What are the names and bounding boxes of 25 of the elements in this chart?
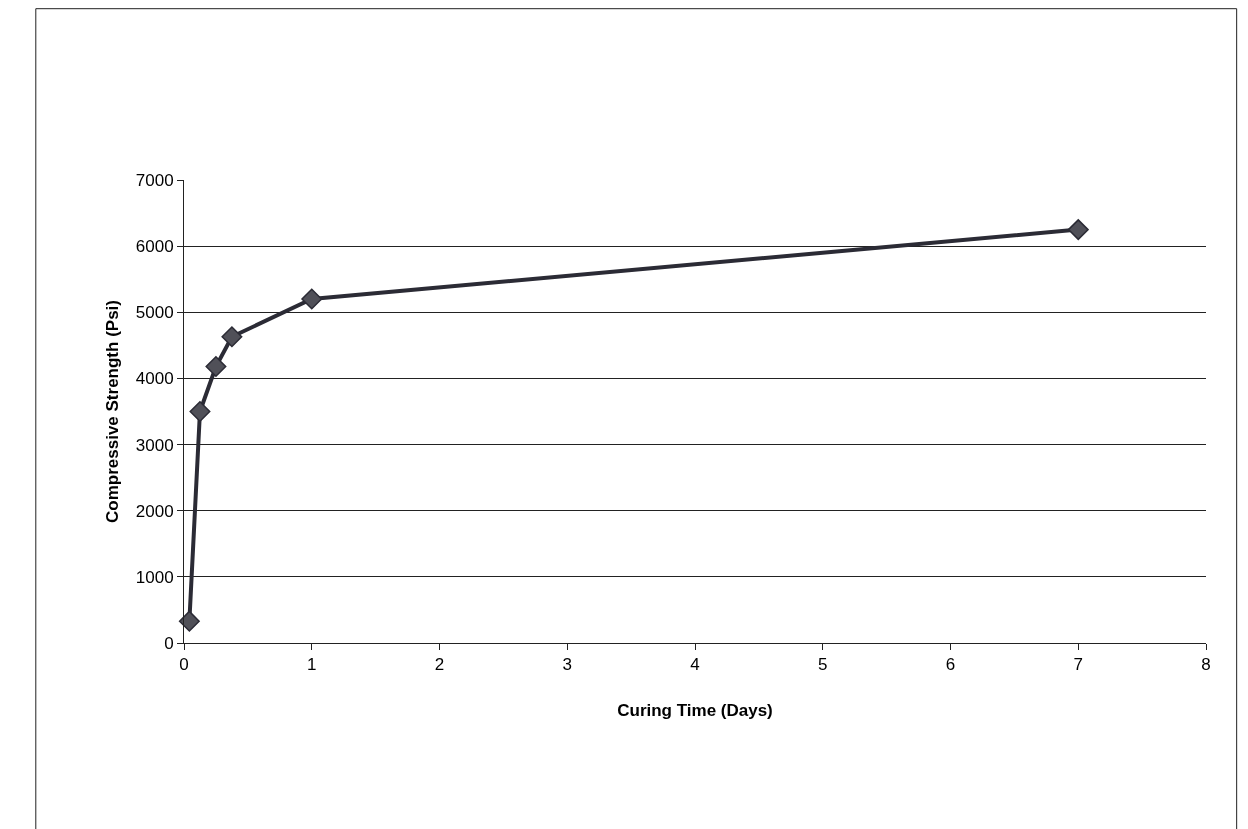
x-tick-label: 0	[179, 655, 189, 675]
x-tick-label: 2	[434, 655, 445, 675]
x-tick-label: 4	[690, 655, 700, 675]
y-tick-label: 4000	[135, 369, 174, 389]
x-tick-label: 3	[562, 655, 572, 675]
y-axis-title: Compressive Strength (Psi)	[103, 300, 123, 523]
x-tick-label: 5	[818, 655, 828, 675]
point	[189, 401, 211, 422]
x-tick-label: 7	[1073, 655, 1083, 675]
y-tick-label: 6000	[135, 237, 174, 257]
y-tick-label: 3000	[135, 435, 174, 455]
point	[178, 610, 200, 632]
x-axis-title: Curing Time (Days)	[617, 700, 773, 720]
y-tick-label: 1000	[135, 567, 174, 587]
point	[221, 326, 243, 348]
y-tick-label: 7000	[135, 170, 174, 190]
y-tick-label: 0	[164, 633, 174, 653]
point	[205, 356, 227, 378]
x-tick-label: 1	[307, 655, 317, 675]
x-tick-label: 6	[945, 655, 956, 675]
y-tick-label: 2000	[135, 501, 174, 521]
y-tick-label: 5000	[135, 303, 174, 323]
point	[301, 288, 323, 310]
point	[1067, 219, 1089, 241]
x-tick-label: 8	[1201, 655, 1211, 675]
